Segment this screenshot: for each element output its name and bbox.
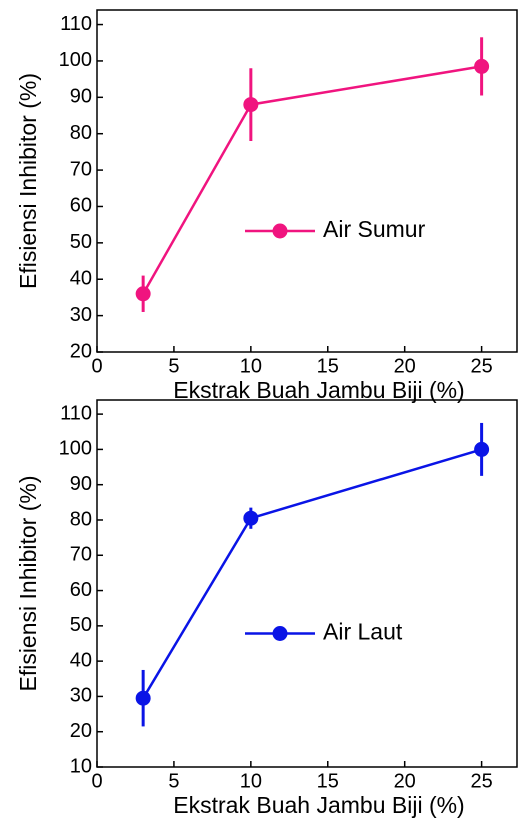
- y-tick-label: 100: [59, 49, 92, 71]
- y-tick-label: 10: [70, 755, 92, 777]
- marker: [135, 690, 151, 706]
- series-line: [142, 65, 482, 295]
- x-tick-label: 5: [168, 770, 179, 792]
- x-tick-label: 0: [91, 355, 102, 377]
- marker: [243, 97, 259, 113]
- plot-frame: [96, 9, 518, 353]
- x-axis-title: Ekstrak Buah Jambu Biji (%): [173, 377, 464, 403]
- plot-frame: [96, 399, 518, 768]
- x-tick-label: 25: [470, 355, 492, 377]
- series-line: [142, 448, 482, 699]
- x-tick-label: 10: [240, 770, 262, 792]
- y-tick-label: 80: [70, 122, 92, 144]
- y-tick-label: 70: [70, 544, 92, 566]
- y-tick-label: 50: [70, 231, 92, 253]
- x-tick-label: 20: [394, 355, 416, 377]
- x-tick-label: 5: [168, 355, 179, 377]
- marker: [474, 441, 490, 457]
- y-tick-label: 110: [60, 13, 92, 35]
- x-tick-label: 0: [91, 770, 102, 792]
- y-tick-label: 90: [70, 473, 92, 495]
- x-tick-label: 15: [317, 355, 339, 377]
- y-tick-label: 60: [70, 195, 92, 217]
- y-tick-label: 40: [70, 649, 92, 671]
- y-tick-label: 30: [70, 304, 92, 326]
- y-tick-label: 70: [70, 158, 92, 180]
- y-tick-label: 30: [70, 685, 92, 707]
- y-tick-label: 50: [70, 614, 92, 636]
- y-tick-label: 40: [70, 268, 92, 290]
- y-tick-label: 80: [70, 508, 92, 530]
- y-tick-label: 60: [70, 579, 92, 601]
- y-tick-label: 20: [70, 720, 92, 742]
- y-tick-label: 100: [59, 438, 92, 460]
- legend-label: Air Sumur: [323, 216, 426, 242]
- legend-marker: [272, 223, 288, 239]
- marker: [474, 58, 490, 74]
- y-tick-label: 90: [70, 86, 92, 108]
- marker: [243, 510, 259, 526]
- y-axis-title: Efisiensi Inhibitor (%): [15, 475, 41, 691]
- x-tick-label: 20: [394, 770, 416, 792]
- y-tick-label: 110: [60, 402, 92, 424]
- x-tick-label: 15: [317, 770, 339, 792]
- legend-marker: [272, 626, 288, 641]
- x-axis-title: Ekstrak Buah Jambu Biji (%): [173, 792, 464, 818]
- legend-label: Air Laut: [323, 619, 403, 645]
- y-tick-label: 20: [70, 340, 92, 362]
- y-axis-title: Efisiensi Inhibitor (%): [15, 73, 41, 289]
- x-tick-label: 10: [240, 355, 262, 377]
- marker: [135, 286, 151, 302]
- x-tick-label: 25: [470, 770, 492, 792]
